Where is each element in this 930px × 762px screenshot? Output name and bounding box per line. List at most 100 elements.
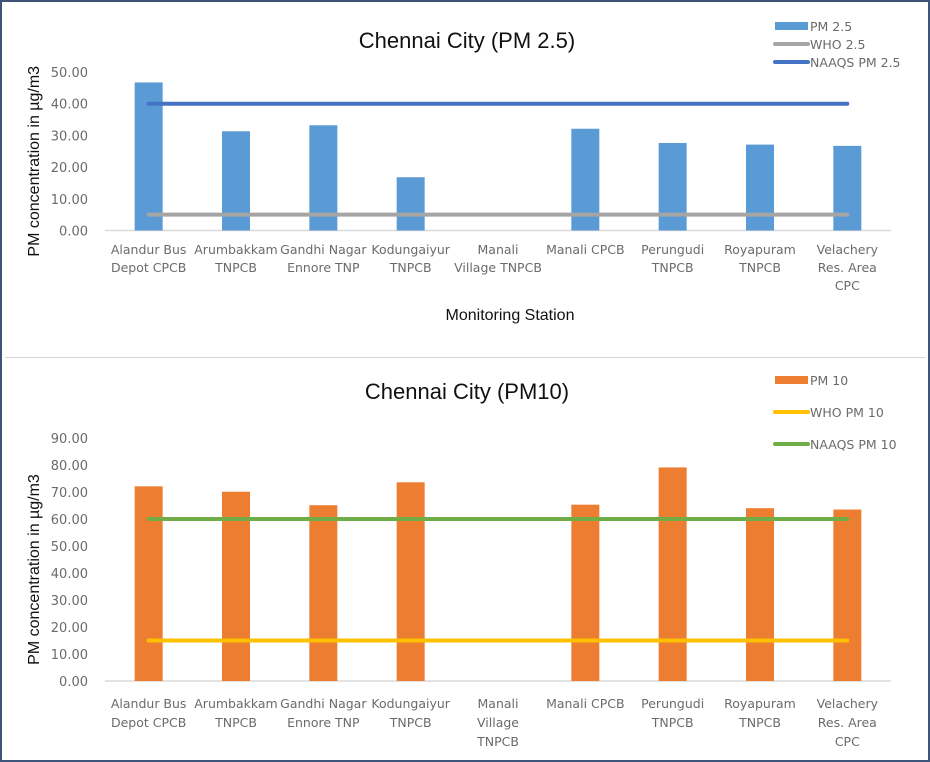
x-tick-label-line: Alandur Bus [111, 696, 187, 711]
bar-pm-2-5 [396, 177, 425, 231]
x-tick-label: Kodungaiyur TNPCB [371, 696, 450, 730]
x-tick-label-line: TNPCB [214, 715, 257, 730]
bar-pm-10 [396, 482, 425, 681]
y-tick-label: 80.00 [51, 459, 88, 474]
y-tick-label: 30.00 [51, 594, 88, 609]
x-tick-label-line: CPC [835, 278, 860, 293]
x-tick-label: Manali Village TNPCB [454, 242, 542, 275]
x-tick-label-line: Kodungaiyur [371, 696, 450, 711]
legend-label: WHO PM 10 [810, 405, 884, 420]
bar-pm-10 [833, 509, 862, 681]
x-tick-label-line: Arumbakkam [194, 696, 277, 711]
x-tick-label: Royapuram TNPCB [724, 696, 796, 730]
x-tick-label-line: Res. Area [818, 715, 877, 730]
x-tick-label-line: TNPCB [214, 260, 257, 275]
y-axis-label: PM concentration in µg/m3 [26, 474, 43, 665]
bar-pm-10 [134, 486, 163, 681]
bar-pm-10 [746, 508, 774, 681]
legend-label: PM 10 [810, 373, 848, 388]
x-tick-label-line: TNPCB [389, 260, 432, 275]
x-tick-label-line: Manali [478, 242, 519, 257]
x-tick-label-line: Royapuram [724, 696, 796, 711]
y-tick-label: 40.00 [51, 567, 88, 582]
x-tick-label-line: Royapuram [724, 242, 796, 257]
x-tick-label: Alandur Bus Depot CPCB [111, 242, 187, 275]
legend-swatch-bar [775, 376, 808, 384]
x-axis-label: Monitoring Station [446, 307, 575, 324]
y-tick-label: 60.00 [51, 513, 88, 528]
y-tick-label: 30.00 [51, 129, 88, 144]
pm10-chart-panel: Chennai City (PM10) 0.00 10.00 20.00 30.00 40… [5, 362, 925, 758]
x-tick-label: Manali CPCB [546, 696, 625, 711]
x-tick-label: Arumbakkam TNPCB [194, 242, 277, 275]
x-tick-label-line: CPC [835, 734, 860, 749]
legend: PM 10 WHO PM 10 NAAQS PM 10 [773, 373, 897, 452]
legend-label: PM 2.5 [810, 19, 852, 34]
pm25-chart: Chennai City (PM 2.5) 0.00 10.00 20.00 30.00… [26, 19, 901, 324]
x-tick-label-line: TNPCB [651, 715, 694, 730]
x-tick-label-line: Alandur Bus [111, 242, 187, 257]
y-tick-label: 0.00 [59, 675, 88, 690]
y-tick-label: 10.00 [51, 193, 88, 208]
y-tick-label: 50.00 [51, 66, 88, 81]
x-tick-label: Gandhi Nagar Ennore TNP [280, 242, 367, 275]
y-tick-label: 20.00 [51, 621, 88, 636]
x-tick-label-line: TNPCB [738, 260, 781, 275]
x-tick-label-line: Ennore TNP [287, 260, 360, 275]
x-tick-label-line: Velachery [817, 696, 879, 711]
x-tick-label: Perungudi TNPCB [641, 242, 704, 275]
y-tick-label: 20.00 [51, 161, 88, 176]
x-tick-label-line: Velachery [817, 242, 879, 257]
legend-label: NAAQS PM 2.5 [810, 55, 901, 70]
legend: PM 2.5 WHO 2.5 NAAQS PM 2.5 [773, 19, 901, 70]
x-tick-label-line: Village TNPCB [454, 260, 542, 275]
x-tick-label: Kodungaiyur TNPCB [371, 242, 450, 275]
x-tick-label-line: Depot CPCB [111, 715, 186, 730]
y-tick-label: 90.00 [51, 432, 88, 447]
y-tick-label: 0.00 [59, 225, 88, 240]
x-tick-label-line: Perungudi [641, 696, 704, 711]
x-tick-label-line: TNPCB [476, 734, 519, 749]
x-tick-label: Alandur Bus Depot CPCB [111, 696, 187, 730]
pm25-chart-panel: Chennai City (PM 2.5) 0.00 10.00 20.00 30.00… [5, 5, 925, 358]
legend-label: WHO 2.5 [810, 37, 865, 52]
bar-pm-2-5 [134, 82, 163, 231]
x-tick-label: Manali CPCB [546, 242, 625, 257]
bar-pm-2-5 [833, 145, 862, 231]
x-tick-label-line: TNPCB [651, 260, 694, 275]
x-tick-label: Gandhi Nagar Ennore TNP [280, 696, 367, 730]
legend-swatch-bar [775, 22, 808, 30]
x-tick-label-line: Kodungaiyur [371, 242, 450, 257]
x-tick-label: Perungudi TNPCB [641, 696, 704, 730]
x-tick-label-line: Ennore TNP [287, 715, 360, 730]
x-tick-label-line: Manali [478, 696, 519, 711]
x-tick-label-line: TNPCB [738, 715, 781, 730]
y-tick-label: 50.00 [51, 540, 88, 555]
bar-pm-10 [571, 504, 600, 681]
x-tick-label-line: Gandhi Nagar [280, 242, 367, 257]
x-tick-label-line: Res. Area [818, 260, 877, 275]
x-tick-label-line: TNPCB [389, 715, 432, 730]
y-tick-label: 40.00 [51, 98, 88, 113]
chart-title: Chennai City (PM10) [365, 379, 569, 404]
x-tick-label: Velachery Res. Area CPC [817, 696, 879, 749]
x-tick-label-line: Village [477, 715, 519, 730]
x-tick-label-line: Gandhi Nagar [280, 696, 367, 711]
bar-pm-2-5 [746, 144, 774, 231]
chart-title: Chennai City (PM 2.5) [359, 28, 575, 53]
x-tick-label-line: Arumbakkam [194, 242, 277, 257]
bar-pm-10 [309, 505, 338, 681]
x-tick-label: Manali Village TNPCB [476, 696, 519, 749]
x-tick-label: Royapuram TNPCB [724, 242, 796, 275]
x-tick-label: Arumbakkam TNPCB [194, 696, 277, 730]
x-tick-label-line: Manali CPCB [546, 696, 625, 711]
y-axis-label: PM concentration in µg/m3 [26, 66, 43, 257]
x-tick-label-line: Manali CPCB [546, 242, 625, 257]
bar-pm-10 [222, 491, 250, 681]
x-tick-label: Velachery Res. Area CPC [817, 242, 879, 293]
pm10-chart: Chennai City (PM10) 0.00 10.00 20.00 30.00 40… [26, 373, 897, 749]
y-tick-label: 10.00 [51, 648, 88, 663]
x-tick-label-line: Perungudi [641, 242, 704, 257]
y-tick-label: 70.00 [51, 486, 88, 501]
